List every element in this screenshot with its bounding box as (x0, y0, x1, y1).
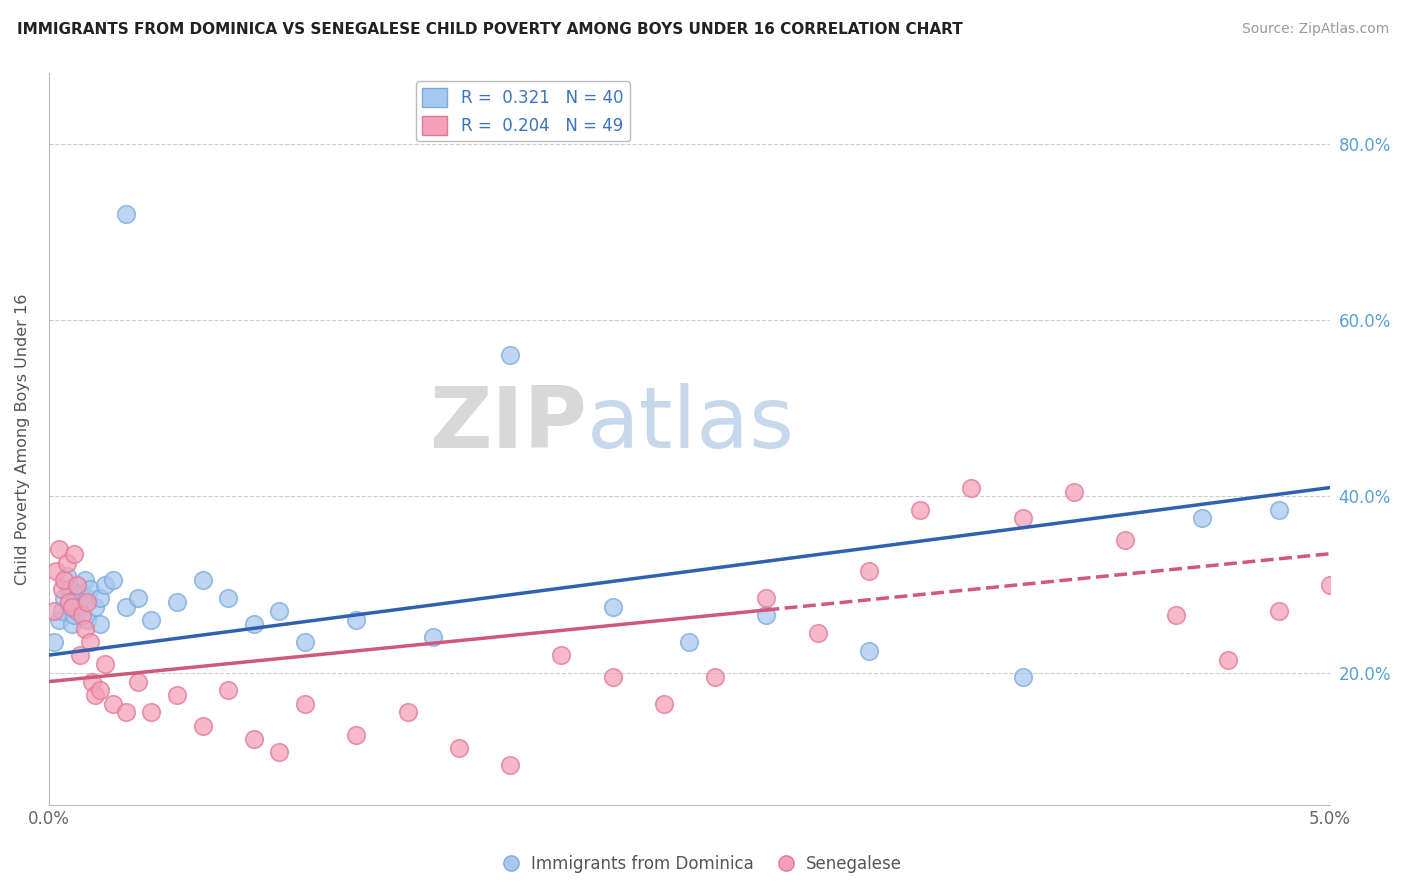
Point (70, 608, 93, 623)
Point (294, 697, 316, 711)
Point (242, 731, 264, 746)
Point (755, 608, 778, 623)
Point (73, 573, 96, 587)
Point (858, 565, 880, 579)
Point (63, 608, 86, 623)
Legend: Immigrants from Dominica, Senegalese: Immigrants from Dominica, Senegalese (498, 848, 908, 880)
Point (422, 631, 444, 645)
Point (1268, 604, 1291, 618)
Point (166, 595, 188, 609)
Point (704, 670, 727, 684)
Point (60, 617, 83, 632)
Point (53, 591, 76, 605)
Point (1011, 670, 1033, 684)
Point (294, 635, 316, 649)
Point (76, 595, 98, 609)
Point (94, 657, 117, 671)
Point (678, 635, 700, 649)
Point (73, 622, 96, 636)
Point (76, 591, 98, 605)
Point (94, 577, 117, 591)
Point (960, 481, 983, 495)
Point (55, 568, 77, 582)
Point (89, 683, 111, 698)
Point (79, 582, 101, 596)
Point (191, 719, 214, 733)
Text: ZIP: ZIP (429, 383, 586, 466)
Y-axis label: Child Poverty Among Boys Under 16: Child Poverty Among Boys Under 16 (15, 293, 30, 585)
Point (344, 613, 367, 627)
Point (652, 697, 675, 711)
Point (58, 595, 80, 609)
Point (89, 591, 111, 605)
Text: atlas: atlas (586, 383, 794, 466)
Point (51, 604, 73, 618)
Point (63, 595, 86, 609)
Point (45, 565, 67, 579)
Point (141, 706, 163, 720)
Point (83, 688, 105, 702)
Point (42, 604, 65, 618)
Point (114, 599, 136, 614)
Point (396, 706, 419, 720)
Point (550, 648, 572, 662)
Point (101, 697, 124, 711)
Point (76, 613, 98, 627)
Point (141, 613, 163, 627)
Point (114, 706, 136, 720)
Point (83, 599, 105, 614)
Point (1011, 511, 1033, 525)
Point (755, 591, 778, 605)
Point (60, 599, 83, 614)
Point (69, 586, 91, 600)
Point (69, 648, 91, 662)
Point (807, 626, 830, 640)
Text: IMMIGRANTS FROM DOMINICA VS SENEGALESE CHILD POVERTY AMONG BOYS UNDER 16 CORRELA: IMMIGRANTS FROM DOMINICA VS SENEGALESE C… (17, 22, 963, 37)
Point (114, 207, 136, 221)
Point (63, 547, 86, 561)
Point (1114, 533, 1136, 548)
Point (858, 644, 880, 658)
Point (48, 613, 70, 627)
Point (1268, 502, 1291, 516)
Point (269, 604, 291, 618)
Point (191, 573, 214, 587)
Point (908, 502, 931, 516)
Point (51, 582, 73, 596)
Point (1191, 511, 1213, 525)
Point (217, 591, 239, 605)
Point (344, 727, 367, 741)
Point (101, 573, 124, 587)
Point (166, 688, 188, 702)
Point (499, 758, 522, 772)
Point (1216, 652, 1239, 666)
Point (499, 348, 522, 362)
Point (242, 617, 264, 632)
Point (82, 674, 104, 689)
Point (269, 745, 291, 759)
Point (1319, 577, 1341, 591)
Text: Source: ZipAtlas.com: Source: ZipAtlas.com (1241, 22, 1389, 37)
Point (127, 674, 149, 689)
Point (602, 670, 624, 684)
Point (89, 617, 111, 632)
Point (42, 635, 65, 649)
Point (70, 599, 93, 614)
Point (602, 599, 624, 614)
Point (55, 556, 77, 570)
Point (58, 582, 80, 596)
Point (1063, 485, 1085, 500)
Point (217, 683, 239, 698)
Legend: R =  0.321   N = 40, R =  0.204   N = 49: R = 0.321 N = 40, R = 0.204 N = 49 (416, 81, 630, 142)
Point (127, 591, 149, 605)
Point (79, 635, 101, 649)
Point (48, 542, 70, 557)
Point (1166, 608, 1188, 623)
Point (53, 573, 76, 587)
Point (66, 577, 89, 591)
Point (66, 604, 89, 618)
Point (447, 740, 470, 755)
